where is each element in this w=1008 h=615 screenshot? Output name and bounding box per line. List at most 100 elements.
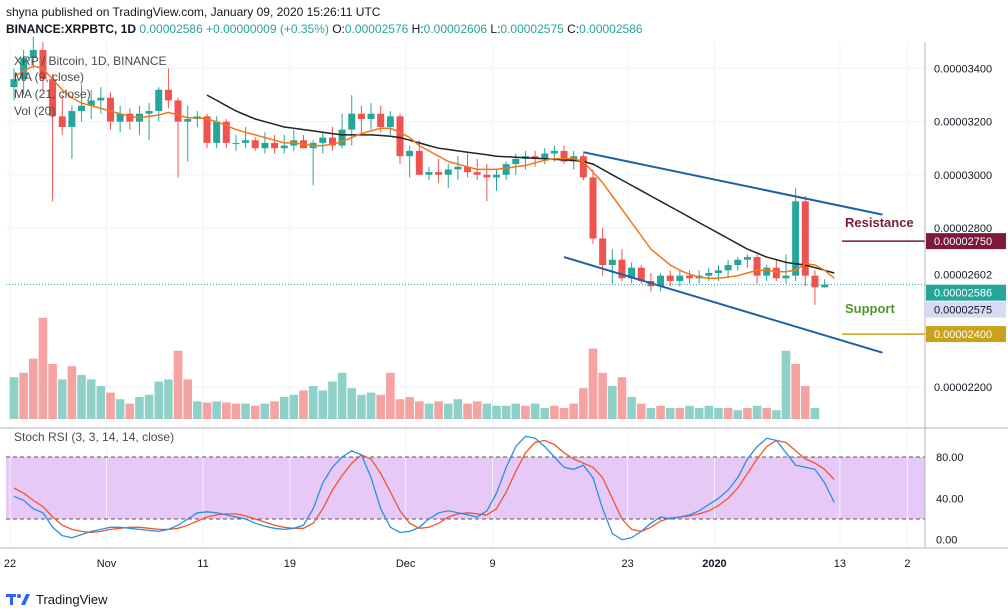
volume-bar <box>202 402 212 419</box>
volume-bar <box>646 408 656 419</box>
volume-bar <box>376 394 385 419</box>
ma21-line <box>206 94 835 274</box>
volume-bar <box>125 403 135 419</box>
candle-body <box>464 166 472 173</box>
volume-bar <box>289 394 299 419</box>
stoch-rsi-layer <box>6 435 925 541</box>
volume-bar <box>617 377 627 419</box>
open-label: O: <box>332 22 345 36</box>
candle-body <box>743 257 751 260</box>
candle-body <box>251 140 259 149</box>
candle-body <box>637 267 645 281</box>
price-tick-label: 0.00003000 <box>934 170 992 182</box>
volume-bar <box>540 408 550 419</box>
volume-bar <box>492 405 501 419</box>
volume-bar <box>135 397 144 419</box>
close-value: 0.00002586 <box>579 22 643 36</box>
indicator-lines-layer <box>6 65 925 354</box>
legend-title: XRP / Bitcoin, 1D, BINANCE <box>14 54 167 68</box>
ohlc-bar: BINANCE:XRPBTC, 1D 0.00002586 +0.0000000… <box>6 22 643 36</box>
volume-bar <box>482 403 492 419</box>
candle-body <box>724 265 732 271</box>
axes-layer: 0.00003400 0.00003200 0.00003000 0.00002800… <box>0 42 1008 570</box>
candle-body <box>714 270 722 273</box>
legend-volume: Vol (20) <box>14 104 56 118</box>
volume-bar <box>395 399 405 419</box>
volume-bar <box>723 408 733 419</box>
volume-bar <box>424 403 434 419</box>
candle-body <box>686 275 693 279</box>
candle-body <box>97 97 105 101</box>
candle-body <box>213 121 221 143</box>
volume-bar <box>57 379 67 419</box>
candle-body <box>801 201 809 276</box>
candle-body <box>772 267 780 279</box>
rsi-tick-label: 80.00 <box>936 452 964 464</box>
candle-body <box>599 238 607 266</box>
high-label: H: <box>411 22 424 36</box>
volume-bar <box>704 405 714 419</box>
volume-bar <box>569 403 578 419</box>
candle-body <box>164 89 172 101</box>
candle-body <box>116 113 124 122</box>
candle-body <box>483 174 491 178</box>
volume-bar <box>279 397 289 419</box>
time-tick-label: 11 <box>197 558 208 570</box>
candle-body <box>39 49 47 80</box>
candle-body <box>261 142 269 149</box>
volume-bar <box>183 379 192 419</box>
time-tick-label: Nov <box>97 558 117 570</box>
stoch-rsi-d-line <box>13 439 835 534</box>
candle-body <box>657 275 665 287</box>
candle-body <box>222 121 230 143</box>
volume-bar <box>270 401 279 419</box>
time-tick-label: 22 <box>4 558 16 570</box>
price-tag-last-bg <box>926 284 1006 301</box>
candle-body <box>78 105 86 112</box>
candle-body <box>29 49 37 58</box>
candle-body <box>20 57 28 80</box>
candle-body <box>792 201 800 276</box>
stoch-rsi-band <box>6 456 925 520</box>
volume-bar <box>752 405 762 419</box>
candle-body <box>473 172 481 175</box>
volume-bar <box>67 366 77 419</box>
volume-bar <box>415 401 424 419</box>
candle-body <box>493 174 500 178</box>
low-label: L: <box>490 22 501 36</box>
volume-bar <box>9 377 19 419</box>
low-value: 0.00002575 <box>500 22 564 36</box>
candle-body <box>348 113 356 130</box>
tradingview-logo[interactable]: TradingView <box>6 590 108 608</box>
candle-body <box>550 150 558 154</box>
volume-bar <box>212 401 221 419</box>
price-tag-last: 0.00002586 <box>934 288 992 300</box>
open-value: 0.00002576 <box>344 22 409 36</box>
volume-bar <box>337 372 347 419</box>
price-tags-layer: 0.00002750 0.00002602 0.00002586 0.00002575… <box>926 233 1006 343</box>
legend-ma21: MA (21, close) <box>14 87 91 101</box>
candle-body <box>618 259 626 279</box>
candle-body <box>126 113 134 122</box>
volume-bar <box>222 402 231 419</box>
candle-body <box>232 142 240 144</box>
resistance-label: Resistance <box>845 215 914 230</box>
candle-body <box>386 116 394 127</box>
volume-bar <box>588 348 598 419</box>
candle-body <box>174 100 182 122</box>
volume-bar <box>694 408 704 419</box>
candle-body <box>512 158 520 165</box>
candle-body <box>531 156 539 159</box>
time-tick-label: 2 <box>904 558 910 570</box>
rsi-tick-label: 40.00 <box>936 493 964 505</box>
candle-body <box>58 116 66 127</box>
candle-body <box>49 79 57 117</box>
volume-bar <box>743 408 752 419</box>
candle-body <box>541 153 549 159</box>
price-change: +0.00000009 (+0.35%) <box>206 22 329 36</box>
volume-bar <box>656 405 665 419</box>
levels-layer <box>842 240 925 335</box>
candle-body <box>628 267 636 279</box>
